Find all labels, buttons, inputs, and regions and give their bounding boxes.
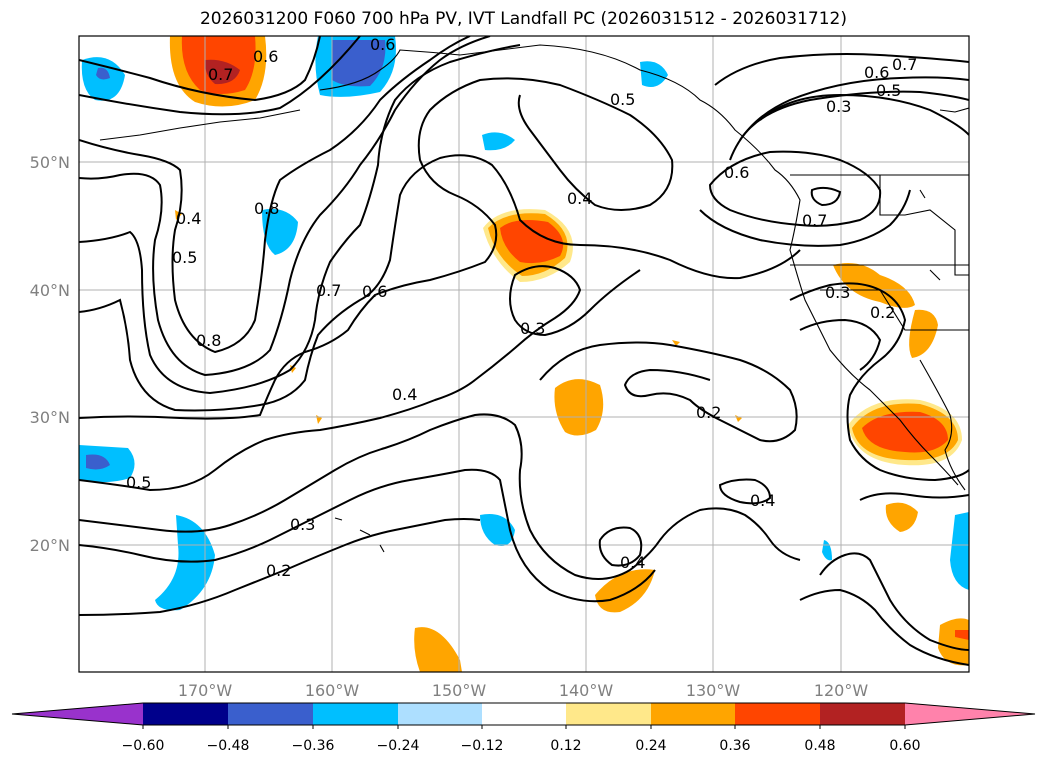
contour-label: 0.4 xyxy=(392,385,417,404)
contour-label: 0.7 xyxy=(802,211,827,230)
colorbar-tick-label: 0.36 xyxy=(719,738,750,754)
positive-shading xyxy=(169,36,969,672)
negative-shading xyxy=(79,36,969,611)
contour-label: 0.7 xyxy=(892,55,917,74)
contour-label: 0.4 xyxy=(176,209,201,228)
contour-label: 0.3 xyxy=(290,515,315,534)
lat-label: 20°N xyxy=(30,536,70,555)
colorbar-tick-label: −0.36 xyxy=(292,738,335,754)
colorbar-swatch xyxy=(905,703,1035,725)
lon-label: 160°W xyxy=(305,681,360,700)
latitude-labels: 50°N 40°N 30°N 20°N xyxy=(30,153,70,555)
lon-label: 150°W xyxy=(432,681,487,700)
contour-label: 0.7 xyxy=(208,65,233,84)
colorbar-swatch xyxy=(143,703,228,725)
colorbar-swatch xyxy=(735,703,820,725)
colorbar-swatch xyxy=(566,703,651,725)
lon-label: 170°W xyxy=(178,681,233,700)
colorbar-tick-label: −0.24 xyxy=(377,738,420,754)
contour-label: 0.5 xyxy=(610,90,635,109)
contour-labels: 0.6 0.7 0.6 0.7 0.6 0.5 0.5 0.3 0.6 0.7 … xyxy=(126,35,917,580)
contour-label: 0.4 xyxy=(567,189,592,208)
lat-label: 50°N xyxy=(30,153,70,172)
lon-label: 140°W xyxy=(559,681,614,700)
graticule xyxy=(79,36,969,672)
colorbar-tick-label: −0.12 xyxy=(461,738,504,754)
contour-label: 0.6 xyxy=(724,163,749,182)
colorbar-tick-label: 0.12 xyxy=(550,738,581,754)
contour-label: 0.8 xyxy=(196,331,221,350)
colorbar-swatch xyxy=(12,703,143,725)
colorbar-swatch xyxy=(482,703,566,725)
colorbar-swatch xyxy=(313,703,398,725)
map-plot-area xyxy=(79,36,969,672)
lat-label: 30°N xyxy=(30,408,70,427)
contour-label: 0.6 xyxy=(362,282,387,301)
lat-label: 40°N xyxy=(30,281,70,300)
colorbar-tick-label: 0.60 xyxy=(889,738,920,754)
colorbar: −0.60 −0.48 −0.36 −0.24 −0.12 0.12 0.24 … xyxy=(11,702,1036,754)
longitude-labels: 170°W 160°W 150°W 140°W 130°W 120°W xyxy=(178,681,869,700)
contour-label: 0.6 xyxy=(253,47,278,66)
contour-label: 0.2 xyxy=(696,403,721,422)
colorbar-swatch xyxy=(651,703,735,725)
colorbar-swatch xyxy=(398,703,482,725)
contour-label: 0.6 xyxy=(864,63,889,82)
contour-label: 0.3 xyxy=(826,97,851,116)
contour-label: 0.4 xyxy=(620,553,645,572)
colorbar-swatch xyxy=(820,703,905,725)
colorbar-tick-label: −0.48 xyxy=(207,738,250,754)
colorbar-swatch xyxy=(228,703,313,725)
coastlines xyxy=(99,44,969,553)
contour-label: 0.4 xyxy=(750,491,775,510)
contour-label: 0.7 xyxy=(316,281,341,300)
contour-label: 0.3 xyxy=(825,283,850,302)
contour-label: 0.2 xyxy=(870,303,895,322)
pv-contours xyxy=(79,36,969,666)
map-frame xyxy=(78,35,970,673)
contour-label: 0.8 xyxy=(254,199,279,218)
lon-label: 120°W xyxy=(814,681,869,700)
colorbar-ticks xyxy=(142,725,906,729)
colorbar-tick-label: −0.60 xyxy=(122,738,165,754)
lon-label: 130°W xyxy=(686,681,741,700)
contour-label: 0.3 xyxy=(520,319,545,338)
contour-label: 0.5 xyxy=(172,248,197,267)
contour-label: 0.5 xyxy=(126,473,151,492)
contour-label: 0.2 xyxy=(266,561,291,580)
colorbar-tick-label: 0.24 xyxy=(635,738,666,754)
contour-label: 0.5 xyxy=(876,81,901,100)
map-title: 2026031200 F060 700 hPa PV, IVT Landfall… xyxy=(199,9,847,29)
colorbar-tick-label: 0.48 xyxy=(804,738,835,754)
contour-label: 0.6 xyxy=(370,35,395,54)
